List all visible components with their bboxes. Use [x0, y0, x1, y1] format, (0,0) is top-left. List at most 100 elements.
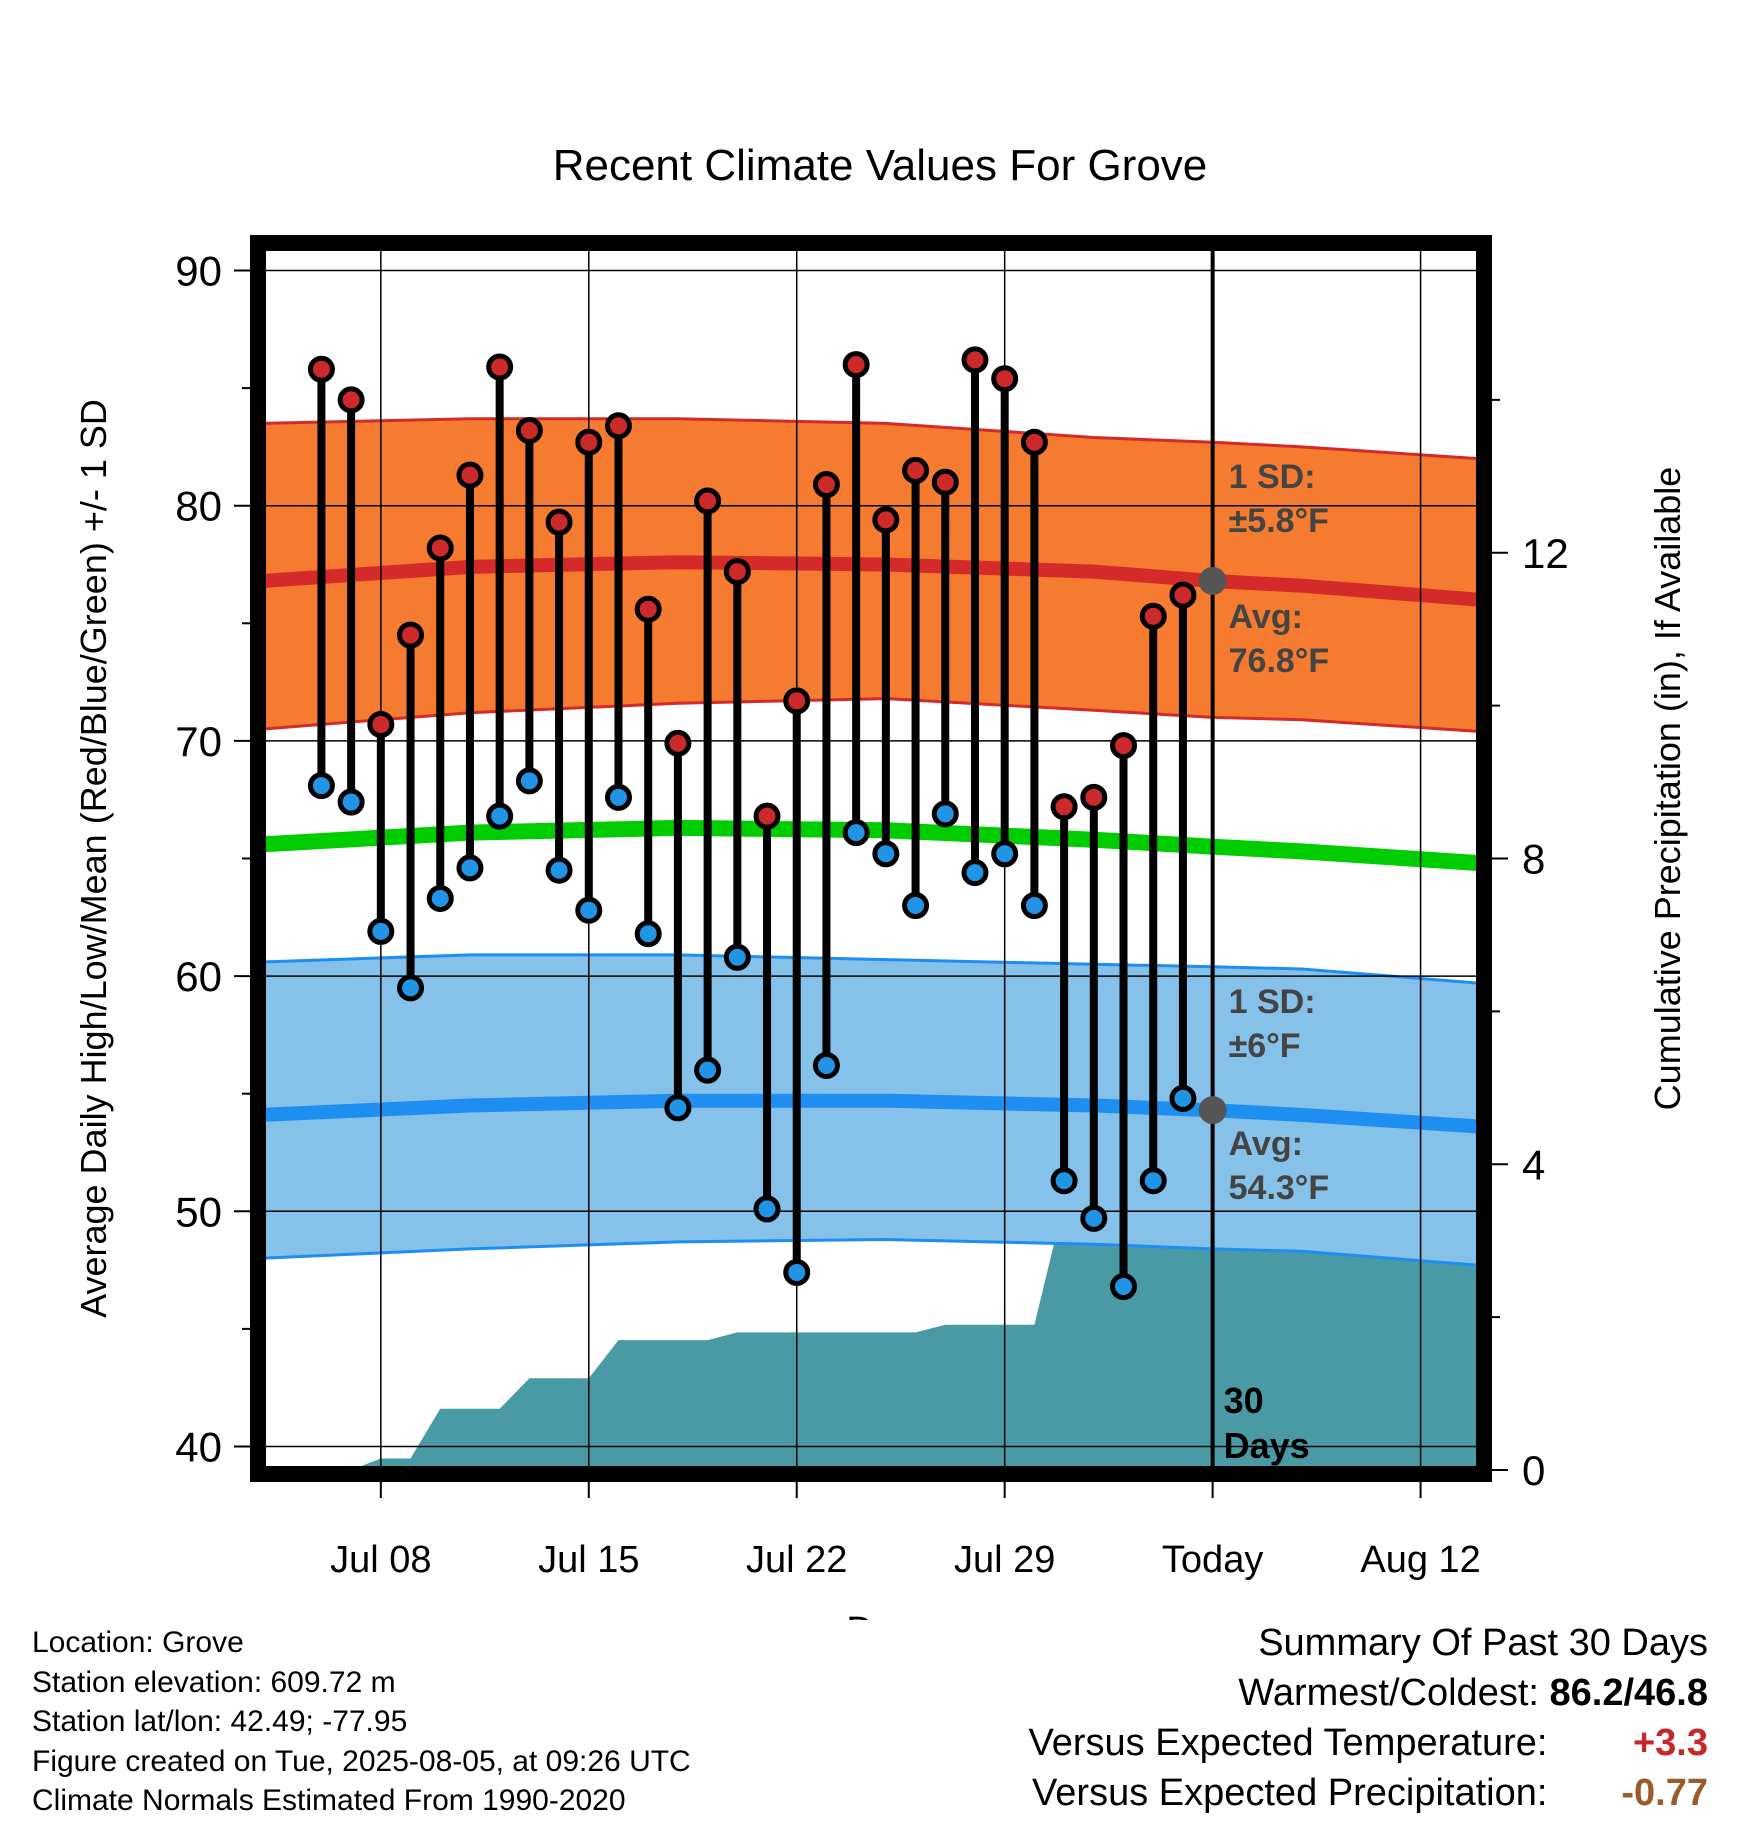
low-point	[307, 772, 335, 800]
high-point	[961, 346, 989, 374]
high-point	[991, 365, 1019, 393]
low-point	[1020, 892, 1048, 920]
warmest-coldest-value: 86.2/46.8	[1549, 1672, 1708, 1714]
low-point	[337, 788, 365, 816]
chart-title: Recent Climate Values For Grove	[553, 141, 1208, 190]
summary-panel: Summary Of Past 30 Days Warmest/Coldest:…	[1029, 1618, 1708, 1818]
low-sd-lower-line	[261, 1237, 1481, 1267]
prcp-departure-label: Versus Expected Precipitation:	[1032, 1772, 1548, 1814]
high-point	[1050, 793, 1078, 821]
low-sd-annotation-line2: ±6°F	[1229, 1027, 1301, 1065]
low-point	[426, 884, 454, 912]
high-point	[664, 729, 692, 757]
low-point	[902, 892, 930, 920]
x-tick-label: Jul 15	[538, 1539, 639, 1581]
low-point	[991, 840, 1019, 868]
temp-departure-label: Versus Expected Temperature:	[1028, 1722, 1548, 1764]
high-point	[575, 428, 603, 456]
low-point	[515, 767, 543, 795]
y2-tick-label: 0	[1522, 1447, 1545, 1494]
high-point	[426, 534, 454, 562]
low-point	[367, 917, 395, 945]
high-point	[872, 506, 900, 534]
high-point	[1110, 732, 1138, 760]
high-sd-upper-line	[261, 417, 1481, 461]
high-point	[397, 621, 425, 649]
high-sd-lower-line	[261, 697, 1481, 733]
high-sd-band	[262, 418, 1480, 732]
y-tick-label: 60	[175, 953, 222, 1000]
high-avg-annotation-line2: 76.8°F	[1229, 642, 1330, 680]
high-point	[783, 687, 811, 715]
x-tick-label: Jul 08	[330, 1539, 431, 1581]
low-point	[1139, 1167, 1167, 1195]
high-point	[337, 386, 365, 414]
y-tick-label: 80	[175, 483, 222, 530]
high-point	[456, 461, 484, 489]
plot-frame	[250, 235, 1492, 1482]
summary-warmest-coldest: Warmest/Coldest: 86.2/46.8	[1029, 1668, 1708, 1718]
high-point	[545, 508, 573, 536]
meta-elevation: Station elevation: 609.72 m	[32, 1665, 396, 1699]
low-point	[783, 1258, 811, 1286]
y2-axis-label: Cumulative Precipitation (in), If Availa…	[1647, 467, 1688, 1111]
today-low-avg-dot	[1198, 1096, 1227, 1125]
today-high-avg-dot	[1198, 566, 1227, 595]
high-sd-annotation-line2: ±5.8°F	[1229, 502, 1329, 540]
high-avg-annotation-line1: Avg:	[1229, 598, 1303, 636]
low-avg-annotation-line1: Avg:	[1229, 1125, 1303, 1163]
low-point	[634, 920, 662, 948]
low-sd-upper-line	[261, 953, 1481, 985]
low-point	[397, 974, 425, 1002]
low-point	[486, 802, 514, 830]
mean-normal-line	[261, 819, 1481, 872]
low-point	[456, 854, 484, 882]
meta-normals: Climate Normals Estimated From 1990-2020	[32, 1784, 626, 1817]
y2-tick-label: 8	[1522, 836, 1545, 883]
low-point	[842, 819, 870, 847]
prcp-departure-value: -0.77	[1621, 1772, 1708, 1814]
days-annotation-line1: 30	[1224, 1380, 1264, 1421]
low-point	[961, 859, 989, 887]
low-point	[872, 840, 900, 868]
high-point	[694, 487, 722, 515]
y2-tick-label: 4	[1522, 1141, 1545, 1188]
high-point	[486, 353, 514, 381]
low-sd-annotation-line1: 1 SD:	[1229, 983, 1316, 1021]
low-point	[1169, 1084, 1197, 1112]
low-sd-band	[262, 954, 1480, 1266]
high-point	[634, 595, 662, 623]
summary-heading: Summary Of Past 30 Days	[1258, 1622, 1708, 1664]
summary-temp: Versus Expected Temperature: +3.3	[1029, 1718, 1708, 1768]
low-point	[575, 896, 603, 924]
high-point	[753, 802, 781, 830]
meta-location: Location: Grove	[32, 1626, 244, 1659]
high-point	[931, 468, 959, 496]
high-point	[1080, 783, 1108, 811]
high-point	[1169, 581, 1197, 609]
low-point	[664, 1094, 692, 1122]
precipitation-area	[262, 1202, 1480, 1470]
high-point	[842, 351, 870, 379]
low-point	[694, 1056, 722, 1084]
plot-area: 1 SD: ±5.8°F Avg: 76.8°F 1 SD: ±6°F Avg: 54.3°F…	[234, 235, 1508, 1498]
meta-created: Figure created on Tue, 2025-08-05, at 09…	[32, 1744, 691, 1778]
y2-tick-label: 12	[1522, 530, 1569, 577]
x-tick-label: Today	[1162, 1539, 1263, 1581]
meta-latlon: Station lat/lon: 42.49; -77.95	[32, 1705, 408, 1738]
warmest-coldest-label: Warmest/Coldest:	[1238, 1672, 1539, 1714]
high-point	[812, 471, 840, 499]
low-point	[1050, 1167, 1078, 1195]
days-annotation-line2: Days	[1224, 1425, 1310, 1466]
low-point	[753, 1195, 781, 1223]
x-tick-label: Jul 22	[746, 1539, 847, 1581]
climate-chart: Recent Climate Values For Grove 1 SD: ±5.…	[73, 141, 1688, 1620]
y-tick-label: 50	[175, 1188, 222, 1235]
low-point	[931, 800, 959, 828]
low-point	[723, 943, 751, 971]
y-tick-label: 70	[175, 718, 222, 765]
high-point	[723, 558, 751, 586]
y-axis-label: Average Daily High/Low/Mean (Red/Blue/Gr…	[73, 399, 114, 1318]
low-point	[604, 783, 632, 811]
y-tick-label: 40	[175, 1423, 222, 1470]
